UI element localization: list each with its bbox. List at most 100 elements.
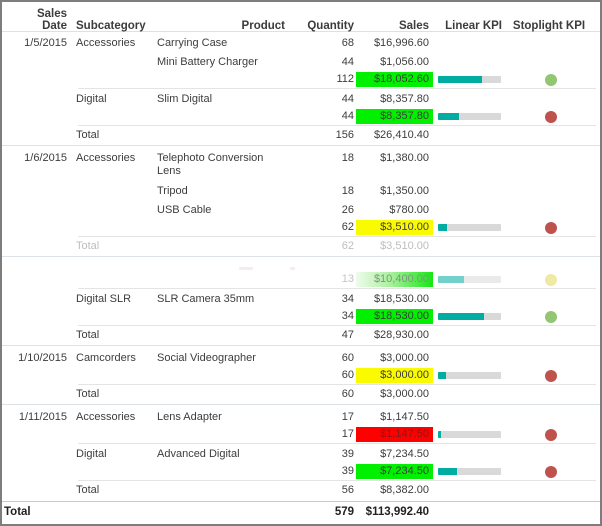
- grand-total-sales: $113,992.40: [365, 506, 429, 518]
- cell-stoplight-kpi: [502, 273, 596, 286]
- table-row: 1/5/2015 Accessories Carrying Case 68 $16,99…: [10, 34, 600, 53]
- cell-product: Slim Digital: [157, 93, 213, 105]
- table-row: Mini Battery Charger 44 $1,056.00: [10, 53, 600, 72]
- separator: [78, 236, 596, 237]
- cell-stoplight-kpi: [502, 369, 596, 382]
- total-label: Total: [76, 240, 100, 252]
- cell-sales: $18,530.00: [373, 293, 429, 305]
- separator: [78, 288, 596, 289]
- cell-sales: $1,380.00: [380, 152, 429, 164]
- cell-quantity: 62: [341, 240, 354, 252]
- cell-quantity: 26: [341, 204, 354, 216]
- grand-total-separator: [2, 501, 600, 502]
- table-row: Digital Slim Digital 44 $8,357.80: [10, 90, 600, 109]
- cell-sales: $1,147.50: [356, 427, 433, 442]
- table-row: 44 $8,357.80: [10, 109, 600, 124]
- cell-sales-date: 1/6/2015: [24, 152, 67, 164]
- cell-sales: $26,410.40: [373, 129, 429, 141]
- table-row: Digital SLR SLR Camera 35mm 34 $18,530.00: [10, 290, 600, 309]
- stoplight-indicator-red: [545, 110, 557, 123]
- table-row: Digital Advanced Digital 39 $7,234.50: [10, 445, 600, 464]
- cell-stoplight-kpi: [502, 310, 596, 323]
- linear-kpi-fill: [438, 276, 464, 283]
- cell-subcategory: Accessories: [76, 37, 136, 49]
- cell-stoplight-kpi: [502, 465, 596, 478]
- column-header-subcategory: Subcategory: [76, 20, 146, 32]
- faded-mark: [239, 267, 253, 270]
- table-row: Tripod 18 $1,350.00: [10, 182, 600, 201]
- table-body: 1/5/2015 Accessories Carrying Case 68 $16,99…: [2, 34, 600, 498]
- faded-row: [10, 260, 600, 272]
- cell-product: Tripod: [157, 185, 188, 197]
- cell-sales-date: 1/5/2015: [24, 37, 67, 49]
- grand-total-quantity: 579: [334, 506, 354, 518]
- separator: [78, 443, 596, 444]
- table-row: 62 $3,510.00: [10, 220, 600, 235]
- total-label: Total: [76, 484, 100, 496]
- cell-quantity: 62: [341, 221, 354, 233]
- cell-quantity: 60: [341, 388, 354, 400]
- table-row: 13 $10,400.00: [10, 272, 600, 287]
- linear-kpi-bar: [438, 468, 501, 475]
- cell-product: USB Cable: [157, 204, 212, 216]
- column-header-linear-kpi: Linear KPI: [445, 20, 502, 32]
- cell-stoplight-kpi: [502, 221, 596, 234]
- cell-sales: $1,056.00: [380, 56, 429, 68]
- cell-linear-kpi: [433, 468, 502, 475]
- table-row: 1/6/2015 Accessories Telephoto Conversion …: [10, 149, 600, 182]
- cell-sales: $18,052.60: [356, 72, 433, 87]
- cell-quantity: 44: [341, 56, 354, 68]
- linear-kpi-bar: [438, 113, 501, 120]
- cell-sales: $3,000.00: [380, 352, 429, 364]
- total-label: Total: [76, 329, 100, 341]
- linear-kpi-bar: [438, 313, 501, 320]
- grand-total-row: Total 579 $113,992.40: [4, 503, 600, 522]
- separator: [78, 480, 596, 481]
- cell-quantity: 44: [341, 110, 354, 122]
- faded-mark: [290, 267, 295, 270]
- cell-sales: $8,357.80: [380, 93, 429, 105]
- cell-sales: $1,147.50: [380, 411, 429, 423]
- cell-linear-kpi: [433, 113, 502, 120]
- cell-subcategory: Camcorders: [76, 352, 136, 364]
- cell-sales: $28,930.00: [373, 329, 429, 341]
- linear-kpi-fill: [438, 224, 447, 231]
- table-row: Total 156 $26,410.40: [10, 127, 600, 143]
- cell-quantity: 60: [341, 352, 354, 364]
- cell-quantity: 34: [341, 293, 354, 305]
- stoplight-indicator-green: [545, 310, 557, 323]
- cell-product: Advanced Digital: [157, 448, 240, 460]
- cell-sales: $780.00: [389, 204, 429, 216]
- column-header-product: Product: [241, 20, 285, 32]
- cell-stoplight-kpi: [502, 110, 596, 123]
- cell-quantity: 44: [341, 93, 354, 105]
- cell-product: SLR Camera 35mm: [157, 293, 255, 305]
- cell-linear-kpi: [433, 276, 502, 283]
- cell-sales: $7,234.50: [380, 448, 429, 460]
- table-row: 17 $1,147.50: [10, 427, 600, 442]
- cell-linear-kpi: [433, 431, 502, 438]
- cell-sales: $3,000.00: [380, 388, 429, 400]
- cell-product: Telephoto Conversion Lens: [157, 152, 264, 177]
- linear-kpi-fill: [438, 113, 459, 120]
- cell-quantity: 56: [341, 484, 354, 496]
- cell-quantity: 68: [341, 37, 354, 49]
- cell-subcategory: Accessories: [76, 152, 136, 164]
- separator: [78, 125, 596, 126]
- cell-quantity: 39: [341, 448, 354, 460]
- linear-kpi-fill: [438, 313, 484, 320]
- stoplight-indicator-yellow: [545, 273, 557, 286]
- linear-kpi-bar: [438, 372, 501, 379]
- cell-sales: $3,000.00: [356, 368, 433, 383]
- linear-kpi-bar: [438, 276, 501, 283]
- cell-subcategory: Digital SLR: [76, 293, 132, 305]
- cell-sales: $3,510.00: [356, 220, 433, 235]
- linear-kpi-fill: [438, 372, 447, 379]
- linear-kpi-fill: [438, 76, 483, 83]
- cell-quantity: 18: [341, 185, 354, 197]
- separator: [2, 404, 600, 405]
- cell-sales-date: 1/10/2015: [18, 352, 67, 364]
- linear-kpi-bar: [438, 224, 501, 231]
- cell-sales: $8,382.00: [380, 484, 429, 496]
- table-row: Total 47 $28,930.00: [10, 327, 600, 343]
